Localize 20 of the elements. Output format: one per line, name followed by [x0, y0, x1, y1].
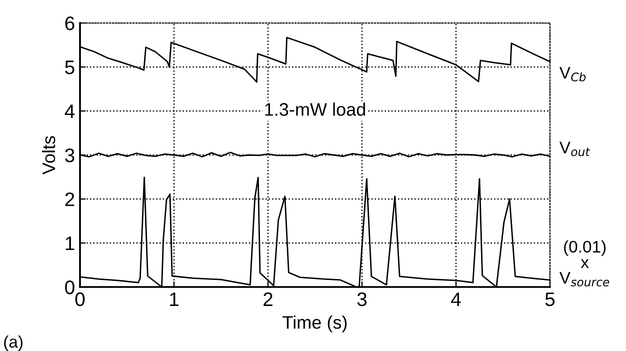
- text: (a): [4, 335, 22, 351]
- y-tick-label: 2: [65, 192, 74, 206]
- x-axis-title: Time (s): [282, 316, 347, 332]
- series-label: (0.01) x V$_{source}$: [559, 240, 610, 286]
- y-tick-label: 3: [65, 148, 74, 162]
- x-tick-label: 5: [545, 292, 555, 306]
- y-tick-label: 4: [64, 104, 75, 118]
- x-tick-label: 1: [170, 292, 178, 306]
- y-tick-label: 0: [65, 280, 74, 294]
- series-label: V$_{out}$: [559, 142, 590, 156]
- annotation: 1.3-mW load: [265, 102, 366, 116]
- y-tick-label: 6: [65, 16, 74, 30]
- x-tick-label: 2: [264, 292, 272, 306]
- y-tick-label: 5: [65, 60, 74, 74]
- y-tick-label: 1: [66, 236, 74, 250]
- x-tick-label: 0: [75, 292, 85, 306]
- x-tick-label: 4: [451, 292, 461, 306]
- series-label: V$_{Cb}$: [559, 67, 586, 82]
- x-tick-label: 3: [357, 292, 367, 306]
- y-axis-title: Volts: [42, 136, 56, 174]
